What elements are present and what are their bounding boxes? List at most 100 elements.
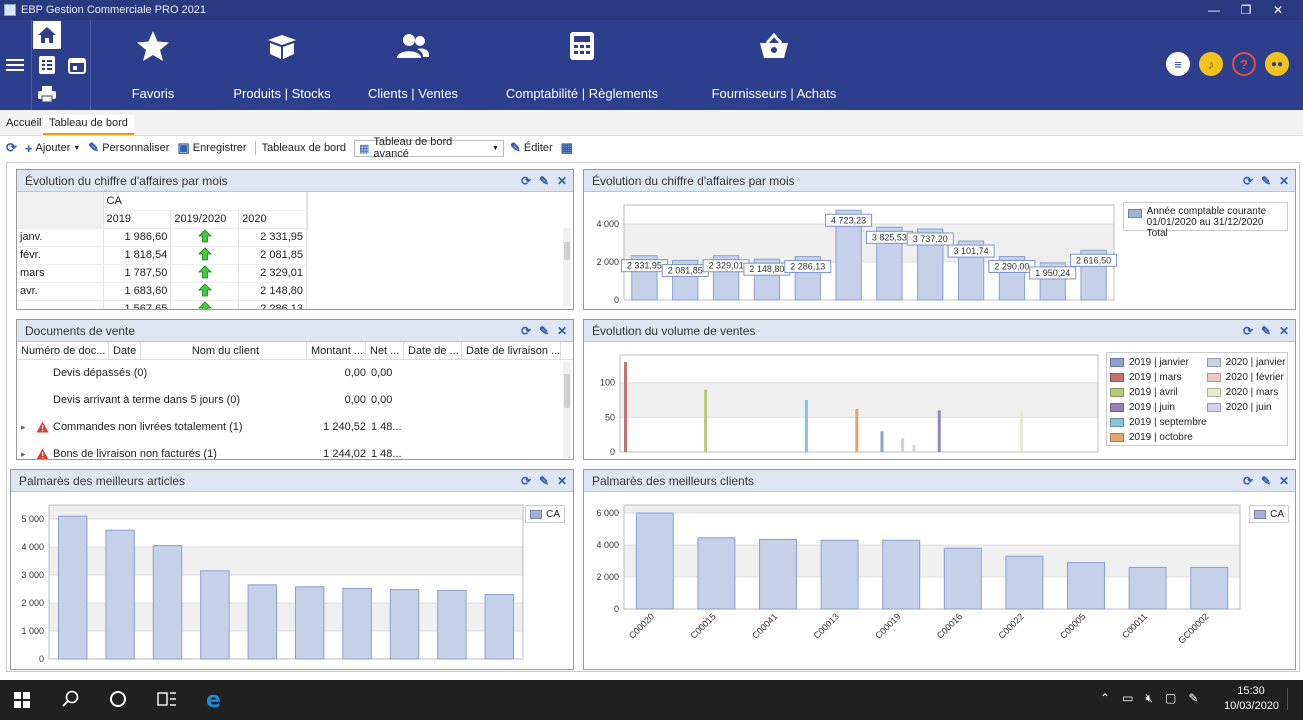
refresh-icon[interactable]: ⟳ — [520, 174, 531, 188]
bar[interactable] — [389, 589, 420, 660]
table-row[interactable]: janv. 1 986,60 2 331,95 — [17, 228, 307, 247]
refresh-icon[interactable]: ⟳ — [1242, 474, 1253, 488]
pencil-icon[interactable]: ✎ — [1260, 174, 1271, 188]
customize-button[interactable]: ✎ Personnaliser — [88, 140, 169, 156]
bar[interactable] — [697, 537, 736, 610]
refresh-icon[interactable]: ⟳ — [520, 474, 531, 488]
close-icon[interactable]: ✕ — [556, 324, 567, 338]
bar[interactable] — [1005, 555, 1044, 610]
close-icon[interactable]: ✕ — [556, 174, 567, 188]
bar[interactable] — [624, 361, 627, 452]
clock[interactable]: 15:30 10/03/2020 — [1224, 684, 1279, 714]
account-icon[interactable]: ●● — [1265, 52, 1289, 76]
refresh-icon[interactable]: ⟳ — [520, 324, 531, 338]
edge-icon[interactable]: e — [206, 688, 221, 713]
bar[interactable] — [704, 389, 708, 452]
bar[interactable] — [105, 529, 135, 660]
scrollbar[interactable] — [563, 228, 571, 306]
list-item[interactable]: ▸ Commandes non livrées totalement (1) 1 2… — [17, 418, 557, 436]
restore-button[interactable]: ❐ — [1240, 3, 1252, 17]
documents-icon[interactable] — [33, 51, 61, 79]
bar[interactable] — [880, 431, 884, 452]
search-icon[interactable] — [62, 690, 80, 711]
bar[interactable] — [820, 539, 859, 610]
calendar-icon[interactable] — [63, 51, 91, 79]
bar[interactable] — [342, 587, 372, 660]
nav-produits-stocks[interactable]: Produits | Stocks — [230, 20, 334, 110]
menu-icon[interactable] — [6, 56, 24, 74]
nav-clients-ventes[interactable]: Clients | Ventes — [362, 20, 464, 110]
bar[interactable] — [1190, 566, 1229, 610]
dashboard-select[interactable]: ▦ Tableau de bord avancé ▼ — [353, 136, 504, 160]
close-icon[interactable]: ✕ — [1278, 474, 1289, 488]
edit-button[interactable]: ✎ Éditer — [510, 140, 553, 156]
bar[interactable] — [882, 539, 921, 610]
bar[interactable] — [247, 584, 278, 660]
expand-icon[interactable]: ▸ — [21, 449, 26, 459]
bar[interactable] — [484, 594, 515, 660]
list-menu-icon[interactable]: ≡ — [1166, 52, 1190, 76]
bar[interactable] — [294, 586, 325, 660]
expand-icon[interactable]: ▸ — [21, 422, 26, 432]
chevron-up-icon[interactable]: ⌃ — [1100, 691, 1111, 705]
legend-item[interactable]: 2020 | mars — [1206, 385, 1286, 400]
col-header[interactable]: Date de livraison ... — [462, 342, 561, 360]
network-icon[interactable]: ▢ — [1164, 691, 1177, 705]
home-icon[interactable] — [33, 21, 61, 49]
pen-icon[interactable]: ✎ — [1188, 691, 1199, 705]
print-icon[interactable] — [33, 80, 61, 108]
battery-icon[interactable]: ▭ — [1122, 691, 1134, 705]
nav-favoris[interactable]: Favoris — [120, 20, 186, 110]
add-button[interactable]: + Ajouter ▼ — [25, 141, 80, 156]
cortana-icon[interactable] — [110, 691, 126, 707]
table-row[interactable]: 1 567,65 2 286,13 — [17, 300, 307, 309]
close-icon[interactable]: ✕ — [1278, 174, 1289, 188]
bar[interactable] — [901, 438, 905, 452]
list-item[interactable]: Devis dépassés (0) 0,00 0,00 — [17, 364, 557, 382]
notifications-icon[interactable] — [1287, 688, 1301, 710]
close-window-button[interactable]: ✕ — [1272, 3, 1284, 17]
bar[interactable] — [152, 545, 183, 660]
legend-item[interactable]: 2019 | janvier — [1110, 355, 1207, 370]
bar[interactable] — [943, 547, 982, 610]
help-icon[interactable]: ? — [1232, 52, 1256, 76]
bar[interactable] — [855, 409, 859, 452]
scrollbar[interactable] — [563, 362, 571, 458]
col-header[interactable]: Net ... — [366, 342, 404, 360]
col-header[interactable]: Date de ... — [404, 342, 462, 360]
bar[interactable] — [912, 445, 916, 452]
bar[interactable] — [635, 512, 674, 610]
bar[interactable] — [1128, 566, 1167, 610]
list-item[interactable]: Devis arrivant à terme dans 5 jours (0) 0… — [17, 391, 557, 409]
nav-comptabilite-reglements[interactable]: Comptabilité | Règlements — [504, 20, 660, 110]
bar[interactable] — [437, 589, 467, 660]
list-item[interactable]: ▸ Bons de livraison non facturés (1) 1 244… — [17, 445, 557, 459]
pencil-icon[interactable]: ✎ — [1260, 474, 1271, 488]
refresh-icon[interactable]: ⟳ — [1242, 324, 1253, 338]
bar[interactable] — [937, 410, 941, 452]
close-icon[interactable]: ✕ — [1278, 324, 1289, 338]
pencil-icon[interactable]: ✎ — [538, 174, 549, 188]
col-header[interactable]: Montant ... — [307, 342, 366, 360]
bar[interactable] — [57, 515, 88, 660]
table-row[interactable]: mars 1 787,50 2 329,01 — [17, 264, 307, 283]
tab-tableau-de-bord[interactable]: Tableau de bord — [43, 115, 134, 135]
pencil-icon[interactable]: ✎ — [538, 324, 549, 338]
legend-item[interactable]: 2020 | juin — [1206, 400, 1286, 415]
legend-item[interactable]: 2019 | avril — [1110, 385, 1207, 400]
layout-button[interactable]: ▦ — [561, 140, 573, 156]
bar[interactable] — [804, 400, 808, 452]
legend-item[interactable]: 2020 | janvier — [1206, 355, 1286, 370]
scroll-thumb[interactable] — [564, 242, 570, 260]
pencil-icon[interactable]: ✎ — [538, 474, 549, 488]
legend-item[interactable]: 2019 | octobre — [1110, 430, 1207, 445]
bar[interactable] — [200, 570, 230, 660]
table-row[interactable]: févr. 1 818,54 2 081,85 — [17, 246, 307, 265]
task-view-icon[interactable] — [157, 690, 177, 711]
col-header[interactable]: Date — [109, 342, 141, 360]
col-header[interactable]: Numéro de doc... — [17, 342, 109, 360]
bar[interactable] — [1020, 410, 1024, 452]
bar[interactable] — [759, 538, 797, 610]
minimize-button[interactable]: — — [1208, 3, 1220, 17]
save-button[interactable]: ▣ Enregistrer — [177, 140, 246, 156]
